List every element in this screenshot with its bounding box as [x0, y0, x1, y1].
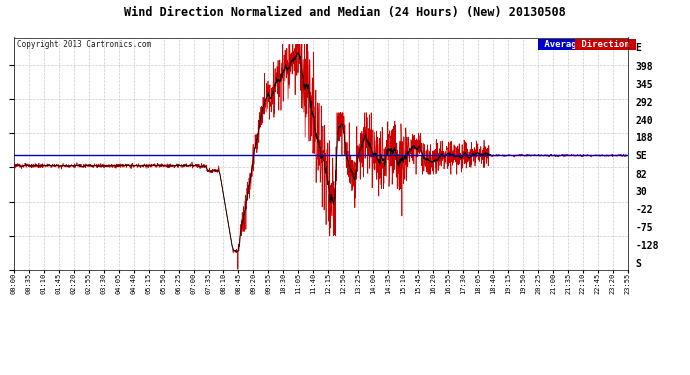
Text: Copyright 2013 Cartronics.com: Copyright 2013 Cartronics.com [17, 40, 151, 49]
Text: Average: Average [539, 40, 587, 49]
Text: Wind Direction Normalized and Median (24 Hours) (New) 20130508: Wind Direction Normalized and Median (24… [124, 6, 566, 19]
Text: Direction: Direction [575, 40, 635, 49]
